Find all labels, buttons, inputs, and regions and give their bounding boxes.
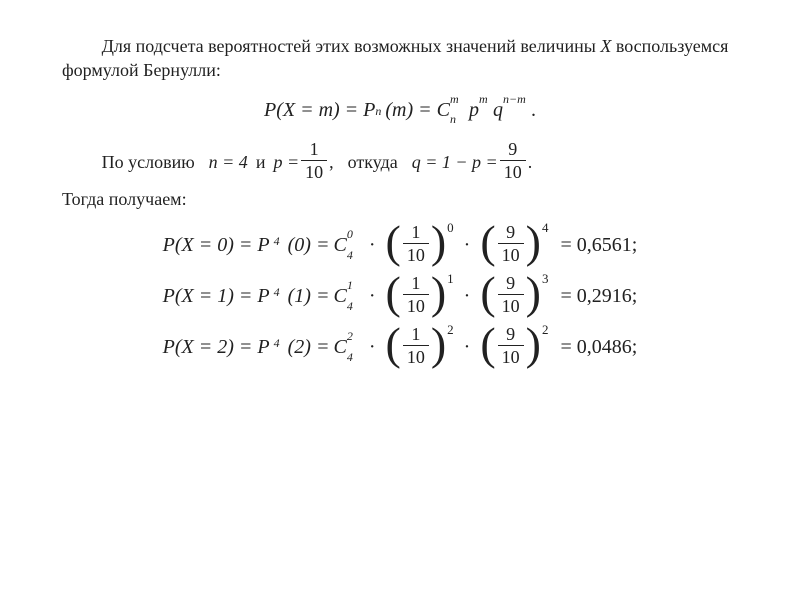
symbol-q: qn−m [493,97,503,124]
frac-q: 9 10 [500,140,526,181]
exponent: 3 [542,270,549,288]
p-base: p [469,97,479,124]
symbol-C: Cmn [437,97,450,124]
frac-num: 9 [498,223,524,244]
row-content: P(X = 1) = P4(1) = C14 · ( 1 10 ) 1 · ( … [163,276,638,317]
row-value: = 0,6561; [560,232,637,259]
exponent: 4 [542,219,549,237]
frac-p: 1 10 [301,140,327,181]
variable-x: X [600,36,611,56]
exponent: 2 [447,321,454,339]
frac-num: 1 [403,223,429,244]
frac: 1 10 [403,325,429,366]
dot-op: · [369,334,376,361]
intro-text-a: Для подсчета вероятностей этих возможных… [102,36,601,56]
cond-dot: . [528,150,533,174]
row-C: C14 [333,283,346,310]
Pn-sub: n [375,103,381,119]
cond-p-eq: p = [273,150,299,174]
dot-op: · [464,334,471,361]
frac: 1 10 [403,223,429,264]
row-lhs: P(X = 2) = P [163,334,270,361]
big-paren: ( 9 10 ) 2 [480,327,548,368]
row-content: P(X = 0) = P4(0) = C04 · ( 1 10 ) 0 · ( … [163,225,638,266]
intro-paragraph: Для подсчета вероятностей этих возможных… [62,34,738,83]
cond-comma: , [329,150,334,174]
exponent: 1 [447,270,454,288]
prob-row: P(X = 0) = P4(0) = C04 · ( 1 10 ) 0 · ( … [62,225,738,266]
then-text: Тогда получаем: [62,187,738,211]
dot-op: · [464,232,471,259]
frac: 9 10 [498,223,524,264]
big-paren: ( 1 10 ) 0 [385,225,453,266]
prob-row: P(X = 1) = P4(1) = C14 · ( 1 10 ) 1 · ( … [62,276,738,317]
cond-n: n = 4 [209,150,248,174]
frac-num: 1 [403,274,429,295]
big-paren: ( 9 10 ) 4 [480,225,548,266]
q-sup: n−m [503,91,526,107]
cond-and: и [256,150,266,174]
row-content: P(X = 2) = P4(2) = C24 · ( 1 10 ) 2 · ( … [163,327,638,368]
frac-num: 9 [498,325,524,346]
big-paren: ( 1 10 ) 2 [385,327,453,368]
bernoulli-formula: P(X = m) = Pn(m) = Cmn pmqn−m. [62,97,738,124]
frac-den: 10 [403,295,429,315]
frac-den: 10 [403,244,429,264]
C-sup: m [450,91,459,107]
frac-p-num: 1 [301,140,327,161]
symbol-p: pm [469,97,479,124]
exponent: 0 [447,219,454,237]
frac-den: 10 [498,295,524,315]
formula-Pnm-arg: (m) = [385,99,436,121]
C-sub: n [450,111,456,127]
dot-op: · [369,283,376,310]
conditions-line: По условию n = 4 и p = 1 10 , откуда q =… [62,142,738,183]
formula-lhs: P(X = m) = P [264,99,375,121]
frac: 9 10 [498,274,524,315]
frac-q-num: 9 [500,140,526,161]
row-lhs: P(X = 0) = P [163,232,270,259]
row-C: C04 [333,232,346,259]
big-paren: ( 1 10 ) 1 [385,276,453,317]
q-base: q [493,97,503,124]
frac-den: 10 [498,244,524,264]
frac-num: 9 [498,274,524,295]
row-P-arg: (2) = [288,334,330,361]
cond-q-eq: q = 1 − p = [412,150,498,174]
frac-den: 10 [498,346,524,366]
formula-tail: . [531,99,536,121]
frac: 1 10 [403,274,429,315]
dot-op: · [369,232,376,259]
probability-rows: P(X = 0) = P4(0) = C04 · ( 1 10 ) 0 · ( … [62,225,738,368]
frac-num: 1 [403,325,429,346]
big-paren: ( 9 10 ) 3 [480,276,548,317]
dot-op: · [464,283,471,310]
exponent: 2 [542,321,549,339]
row-value: = 0,0486; [560,334,637,361]
frac: 9 10 [498,325,524,366]
frac-p-den: 10 [301,161,327,181]
cond-lead: По условию [62,150,195,174]
p-sup: m [479,91,488,107]
row-lhs: P(X = 1) = P [163,283,270,310]
row-P-arg: (1) = [288,283,330,310]
row-P-arg: (0) = [288,232,330,259]
cond-from: откуда [348,150,398,174]
row-C: C24 [333,334,346,361]
prob-row: P(X = 2) = P4(2) = C24 · ( 1 10 ) 2 · ( … [62,327,738,368]
frac-den: 10 [403,346,429,366]
frac-q-den: 10 [500,161,526,181]
row-value: = 0,2916; [560,283,637,310]
page: Для подсчета вероятностей этих возможных… [0,0,800,398]
C-base: C [437,97,450,124]
